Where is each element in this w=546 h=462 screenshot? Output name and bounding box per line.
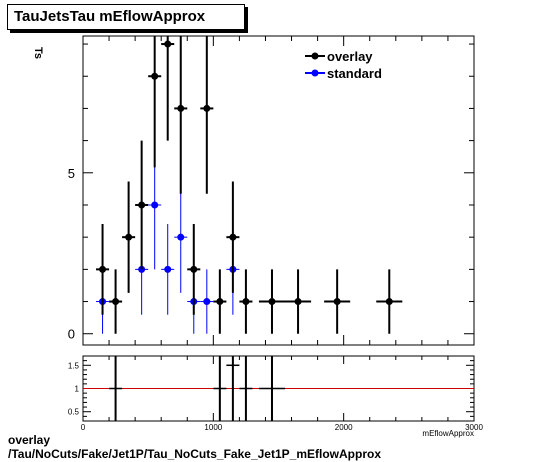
legend-marker-standard (311, 69, 319, 77)
footer-path: /Tau/NoCuts/Fake/Jet1P/Tau_NoCuts_Fake_J… (8, 447, 381, 461)
legend: overlay standard (305, 49, 382, 81)
legend-label-overlay: overlay (327, 49, 373, 64)
ratio-plot-frame: 0 1000 2000 3000 0.5 1 1.5 mEflowApprox (68, 355, 483, 438)
y-tick-label: 0 (68, 327, 75, 342)
ratio-y-tick-label: 0.5 (68, 408, 80, 417)
data-point (229, 233, 237, 241)
data-point (242, 298, 250, 306)
main-plot-area (82, 35, 475, 346)
x-axis-label: mEflowApprox (422, 429, 474, 438)
data-point (164, 40, 172, 48)
data-point (138, 201, 146, 209)
series-overlay (96, 36, 403, 334)
data-point (177, 233, 185, 241)
data-point (190, 265, 198, 273)
data-point (177, 104, 185, 112)
x-tick-label: 2000 (335, 423, 353, 432)
data-point (151, 72, 159, 80)
data-point (294, 298, 302, 306)
footer-label: overlay (8, 433, 51, 447)
data-point (99, 265, 107, 273)
legend-label-standard: standard (327, 66, 382, 81)
chart-title-box: TauJetsTau mEflowApprox (7, 4, 245, 30)
data-point (112, 298, 120, 306)
x-tick-label: 1000 (204, 423, 222, 432)
x-tick-label: 3000 (465, 423, 483, 432)
data-point (203, 104, 211, 112)
data-point (151, 201, 159, 209)
x-tick-label: 0 (81, 423, 86, 432)
main-plot-frame: 0 5 Ts (32, 35, 475, 346)
data-point (216, 298, 224, 306)
data-point (333, 298, 341, 306)
data-point (164, 265, 172, 273)
y-axis-label: Ts (32, 47, 44, 59)
chart-title: TauJetsTau mEflowApprox (14, 8, 206, 25)
data-point (385, 298, 393, 306)
data-point (203, 298, 211, 306)
ratio-y-tick-label: 1 (75, 385, 80, 394)
data-point (268, 298, 276, 306)
y-tick-label: 5 (68, 166, 75, 181)
data-point (125, 233, 133, 241)
legend-marker-overlay (311, 52, 319, 60)
ratio-y-tick-label: 1.5 (68, 361, 80, 370)
